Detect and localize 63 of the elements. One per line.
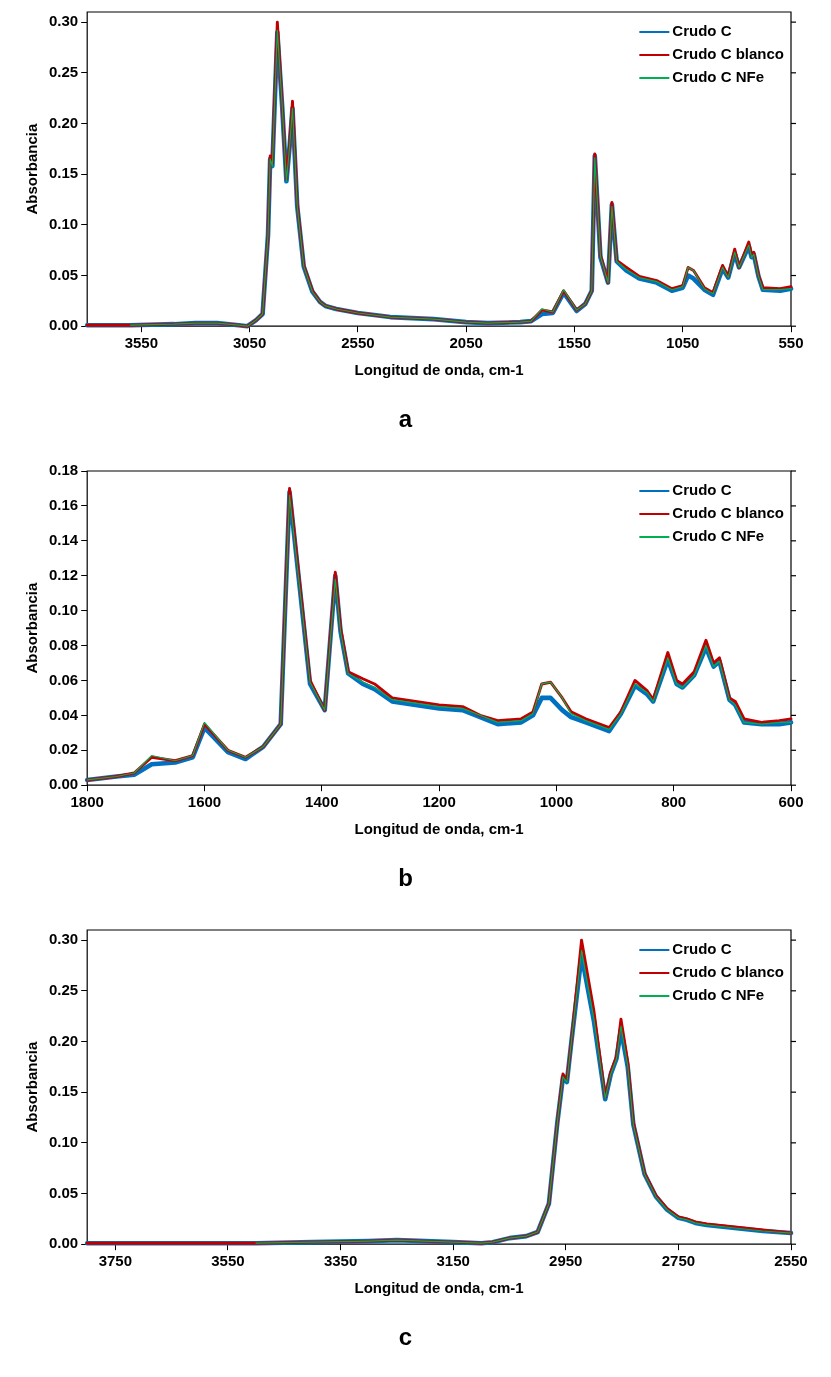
y-axis-title: Absorbancia (23, 1041, 41, 1133)
y-tick-label: 0.20 (48, 1031, 79, 1049)
x-tick-label: 1550 (557, 334, 592, 352)
y-tick-label: 0.05 (48, 265, 79, 283)
x-tick-label: 3550 (211, 1252, 245, 1270)
y-tick-label: 0.10 (48, 1132, 79, 1150)
x-tick-label: 2550 (774, 1252, 808, 1270)
y-tick-label: 0.20 (48, 113, 79, 131)
y-tick-label: 0.30 (48, 930, 79, 948)
legend-label: Crudo C blanco (672, 45, 785, 63)
x-tick-label: 1400 (305, 793, 339, 811)
y-tick-label: 0.14 (48, 530, 79, 548)
y-tick-label: 0.10 (48, 600, 79, 618)
y-tick-label: 0.10 (48, 214, 79, 232)
x-tick-label: 2750 (661, 1252, 696, 1270)
x-tick-label: 1600 (187, 793, 222, 811)
text: a (398, 405, 413, 433)
x-tick-label: 2050 (449, 334, 483, 352)
legend-label: Crudo C blanco (672, 504, 785, 522)
y-tick-label: 0.15 (48, 1082, 79, 1100)
legend-label: Crudo C NFe (672, 527, 765, 545)
y-tick-label: 0.25 (48, 980, 79, 998)
y-tick-label: 0.04 (48, 705, 79, 723)
y-tick-label: 0.02 (48, 740, 79, 758)
y-tick-label: 0.12 (48, 565, 79, 583)
x-tick-label: 3550 (124, 334, 159, 352)
x-tick-label: 800 (661, 793, 687, 811)
y-tick-label: 0.00 (48, 1234, 79, 1252)
x-tick-label: 1000 (539, 793, 574, 811)
x-tick-label: 2550 (341, 334, 375, 352)
x-axis-title: Longitud de onda, cm-1 (354, 820, 524, 838)
legend-label: Crudo C NFe (672, 986, 765, 1004)
x-tick-label: 3750 (98, 1252, 133, 1270)
y-tick-label: 0.15 (48, 164, 79, 182)
y-tick-label: 0.18 (48, 461, 79, 479)
text: b (398, 864, 413, 892)
y-tick-label: 0.05 (48, 1183, 79, 1201)
legend-label: Crudo C (672, 22, 732, 40)
y-tick-label: 0.00 (48, 316, 79, 334)
y-tick-label: 0.30 (48, 12, 79, 30)
legend-label: Crudo C NFe (672, 68, 765, 86)
x-axis-title: Longitud de onda, cm-1 (354, 361, 524, 379)
x-tick-label: 550 (778, 334, 804, 352)
text: c (398, 1323, 413, 1351)
x-axis-title: Longitud de onda, cm-1 (354, 1279, 524, 1297)
y-tick-label: 0.25 (48, 62, 79, 80)
y-tick-label: 0.16 (48, 496, 79, 514)
x-tick-label: 3350 (323, 1252, 358, 1270)
x-tick-label: 1200 (422, 793, 456, 811)
y-tick-label: 0.00 (48, 775, 79, 793)
y-axis-title: Absorbancia (23, 582, 41, 674)
x-tick-label: 600 (778, 793, 804, 811)
x-tick-label: 1050 (666, 334, 700, 352)
x-tick-label: 2950 (549, 1252, 583, 1270)
y-tick-label: 0.08 (48, 635, 79, 653)
x-tick-label: 3150 (436, 1252, 470, 1270)
y-axis-title: Absorbancia (23, 123, 41, 215)
legend-label: Crudo C (672, 481, 732, 499)
x-tick-label: 1800 (70, 793, 104, 811)
x-tick-label: 3050 (232, 334, 267, 352)
legend-label: Crudo C (672, 940, 732, 958)
legend-label: Crudo C blanco (672, 963, 785, 981)
y-tick-label: 0.06 (48, 670, 79, 688)
